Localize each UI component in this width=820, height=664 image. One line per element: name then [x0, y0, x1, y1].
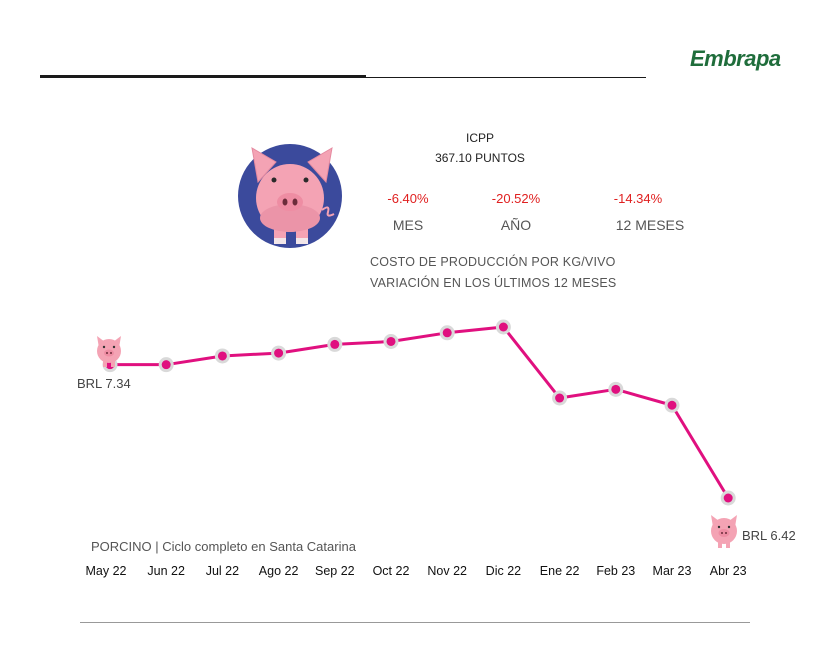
header-rule-thin	[366, 77, 646, 78]
x-tick-label: Feb 23	[596, 564, 636, 578]
x-tick-label: Oct 22	[372, 564, 410, 578]
line-chart	[102, 319, 736, 506]
variation-12m-value: -14.34%	[613, 191, 663, 206]
data-point	[442, 328, 452, 338]
data-point	[217, 351, 227, 361]
index-value: 367.10 PUNTOS	[435, 151, 525, 165]
pig-emblem-icon	[238, 144, 342, 248]
variation-year-value: -20.52%	[491, 191, 541, 206]
header-rule-thick	[40, 75, 366, 78]
x-tick-label: Jun 22	[147, 564, 185, 578]
data-point	[667, 400, 677, 410]
x-tick-label: Abr 23	[709, 564, 747, 578]
x-tick-label: Sep 22	[314, 564, 355, 578]
x-tick-label: Mar 23	[652, 564, 692, 578]
data-point	[555, 393, 565, 403]
x-tick-label: Ago 22	[258, 564, 299, 578]
data-point	[386, 336, 396, 346]
x-tick-label: May 22	[85, 564, 127, 578]
series-line	[110, 325, 730, 499]
data-point	[330, 339, 340, 349]
variation-year-label: AÑO	[500, 217, 532, 233]
x-tick-label: Nov 22	[427, 564, 467, 578]
variation-12m-label: 12 MESES	[615, 217, 685, 233]
x-tick-label: Ene 22	[539, 564, 580, 578]
pig-end-icon	[711, 515, 737, 548]
variation-month-value: -6.40%	[387, 191, 429, 206]
x-tick-label: Jul 22	[205, 564, 240, 578]
chart-subtitle-line2: VARIACIÓN EN LOS ÚLTIMOS 12 MESES	[370, 276, 617, 290]
embrapa-logo: Embrapa	[690, 46, 781, 71]
data-point	[498, 322, 508, 332]
data-point	[723, 493, 733, 503]
data-point	[161, 360, 171, 370]
chart-subtitle-line1: COSTO DE PRODUCCIÓN POR KG/VIVO	[370, 255, 616, 269]
data-point	[274, 348, 284, 358]
footer-note: PORCINO | Ciclo completo en Santa Catari…	[91, 539, 356, 554]
start-value-label: BRL 7.34	[77, 376, 131, 391]
data-point	[611, 384, 621, 394]
index-name: ICPP	[465, 131, 494, 145]
footer-rule	[80, 622, 750, 623]
variation-month-label: MES	[392, 217, 424, 233]
end-value-label: BRL 6.42	[742, 528, 796, 543]
x-tick-label: Dic 22	[485, 564, 522, 578]
pig-start-icon	[97, 336, 121, 367]
